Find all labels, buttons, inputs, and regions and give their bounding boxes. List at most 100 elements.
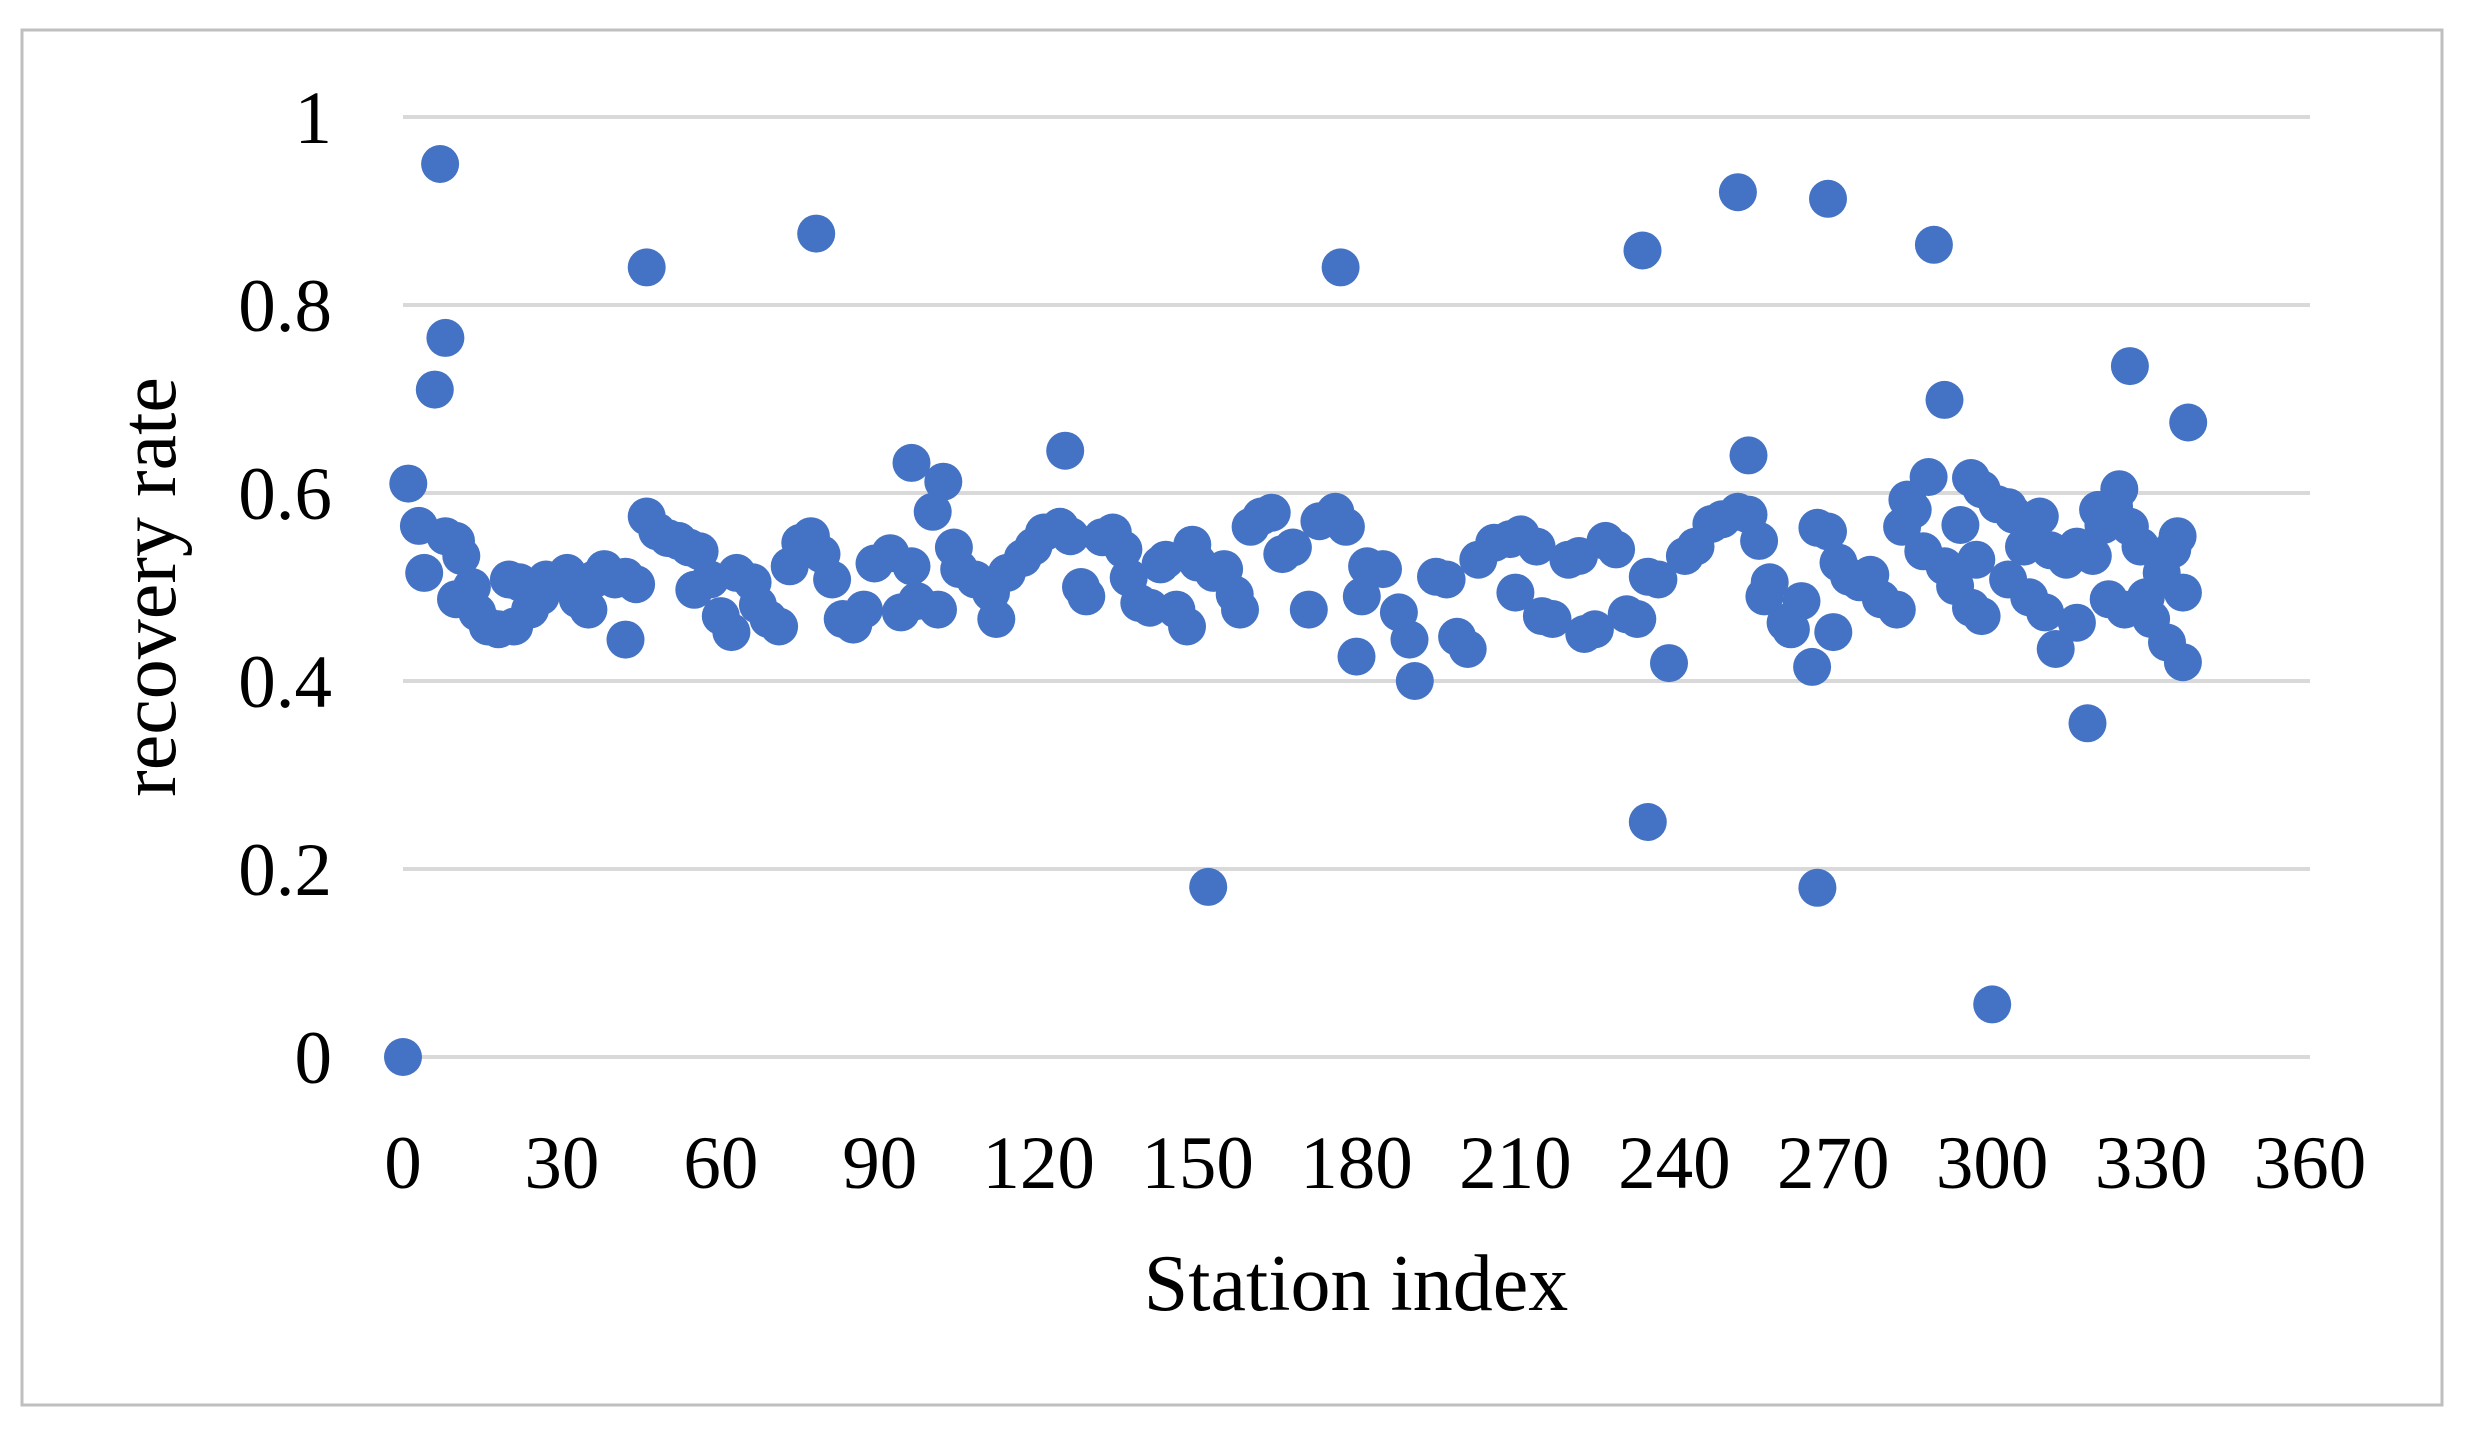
data-point bbox=[1914, 225, 1953, 264]
data-point bbox=[1342, 577, 1381, 616]
data-point bbox=[1597, 530, 1636, 569]
y-tick-label: 0.4 bbox=[238, 641, 332, 724]
x-tick-label: 90 bbox=[842, 1122, 917, 1205]
x-tick-label: 210 bbox=[1459, 1122, 1572, 1205]
data-point bbox=[977, 600, 1016, 638]
data-point bbox=[1575, 610, 1614, 649]
data-point bbox=[2057, 603, 2096, 642]
data-point bbox=[1809, 179, 1847, 218]
data-point bbox=[1877, 590, 1916, 629]
x-tick-label: 180 bbox=[1300, 1122, 1413, 1205]
data-point bbox=[1750, 563, 1789, 602]
data-point bbox=[569, 590, 608, 629]
y-tick-label: 1 bbox=[295, 77, 333, 160]
x-axis-title: Station index bbox=[1144, 1240, 1568, 1328]
data-point bbox=[1798, 868, 1837, 907]
y-axis-title: recovery rate bbox=[105, 377, 193, 797]
figure-border bbox=[20, 28, 2444, 1407]
data-point bbox=[421, 145, 460, 183]
data-point bbox=[1252, 493, 1291, 532]
data-point bbox=[1628, 803, 1667, 841]
data-point bbox=[2020, 497, 2059, 536]
data-point bbox=[1623, 231, 1662, 270]
x-tick-label: 300 bbox=[1936, 1122, 2049, 1205]
x-tick-label: 330 bbox=[2095, 1122, 2208, 1205]
data-point bbox=[1962, 597, 2001, 636]
data-point bbox=[1957, 540, 1996, 579]
data-point bbox=[1051, 517, 1090, 556]
data-point bbox=[1941, 506, 1980, 544]
data-point bbox=[415, 370, 454, 409]
data-point bbox=[1814, 613, 1853, 652]
data-point bbox=[1046, 431, 1085, 470]
data-point bbox=[1496, 573, 1535, 612]
data-point bbox=[426, 318, 465, 357]
x-axis-tick-labels: 0 30 60 90 120 150 180 210 240 270 300 330 360 bbox=[384, 1122, 2366, 1205]
data-points bbox=[384, 145, 2208, 1076]
data-point bbox=[1104, 530, 1143, 569]
data-point bbox=[1326, 507, 1365, 546]
data-point bbox=[627, 248, 666, 287]
y-axis-tick-labels: 0 0.2 0.4 0.6 0.8 1 bbox=[238, 77, 332, 1100]
data-point bbox=[1221, 590, 1259, 629]
data-point bbox=[2073, 537, 2112, 575]
data-point bbox=[2036, 630, 2075, 668]
x-tick-label: 30 bbox=[524, 1122, 599, 1205]
x-tick-label: 150 bbox=[1141, 1122, 1254, 1205]
data-point bbox=[2100, 470, 2139, 509]
x-tick-label: 360 bbox=[2254, 1122, 2367, 1205]
data-point bbox=[617, 565, 656, 604]
data-point bbox=[405, 553, 444, 592]
x-tick-label: 60 bbox=[683, 1122, 758, 1205]
y-tick-label: 0 bbox=[295, 1017, 333, 1100]
data-point bbox=[1718, 173, 1757, 212]
data-point bbox=[1650, 644, 1688, 683]
data-point bbox=[2121, 527, 2160, 566]
data-point bbox=[1729, 436, 1768, 475]
data-point bbox=[1639, 560, 1678, 599]
data-point bbox=[1364, 550, 1402, 589]
data-point bbox=[2169, 403, 2208, 442]
data-point bbox=[2163, 573, 2202, 612]
y-tick-label: 0.2 bbox=[238, 829, 332, 912]
data-point bbox=[844, 590, 883, 629]
data-point bbox=[389, 464, 428, 503]
data-point bbox=[892, 547, 931, 586]
data-point bbox=[1321, 248, 1360, 287]
data-point bbox=[1893, 490, 1932, 529]
data-point bbox=[2158, 517, 2197, 556]
data-point bbox=[1067, 577, 1106, 616]
gridlines bbox=[403, 115, 2310, 1059]
data-point bbox=[1809, 512, 1847, 551]
data-point bbox=[1782, 582, 1821, 621]
data-point bbox=[1189, 867, 1228, 906]
y-tick-label: 0.6 bbox=[238, 453, 332, 536]
data-point bbox=[1973, 985, 2012, 1024]
x-tick-label: 240 bbox=[1618, 1122, 1731, 1205]
data-point bbox=[2068, 704, 2107, 743]
data-point bbox=[1289, 590, 1328, 629]
data-point bbox=[1517, 527, 1556, 566]
data-point bbox=[892, 443, 931, 482]
data-point bbox=[797, 214, 836, 253]
data-point bbox=[1618, 600, 1657, 638]
y-tick-label: 0.8 bbox=[238, 265, 332, 348]
data-point bbox=[1390, 620, 1429, 659]
data-point bbox=[1925, 380, 1964, 419]
data-point bbox=[2026, 593, 2065, 632]
x-tick-label: 270 bbox=[1777, 1122, 1890, 1205]
data-point bbox=[760, 607, 799, 646]
data-point bbox=[1740, 521, 1779, 560]
data-point bbox=[1395, 662, 1434, 700]
data-point bbox=[606, 620, 645, 659]
data-point bbox=[1168, 607, 1206, 646]
data-point bbox=[1427, 560, 1466, 599]
data-point bbox=[712, 613, 751, 652]
data-point bbox=[919, 590, 957, 629]
data-point bbox=[1533, 600, 1572, 638]
data-point bbox=[913, 492, 952, 531]
data-point bbox=[1273, 528, 1312, 567]
data-point bbox=[1909, 458, 1948, 496]
data-point bbox=[442, 537, 481, 575]
